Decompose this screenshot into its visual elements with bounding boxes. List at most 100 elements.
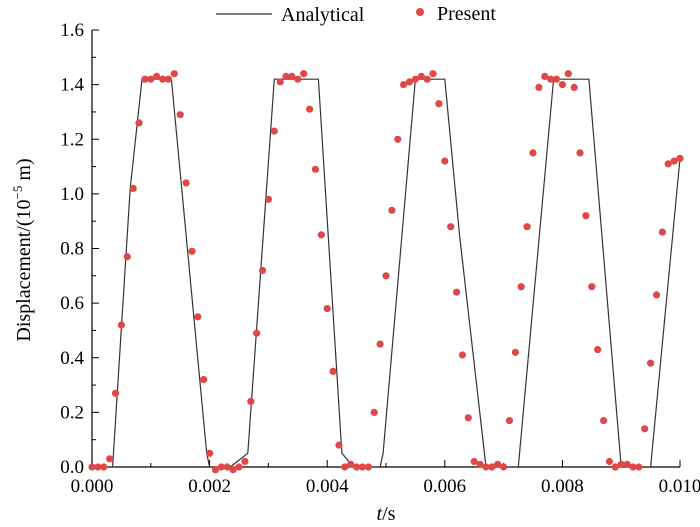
present-point: [341, 463, 349, 471]
present-point: [117, 321, 125, 329]
present-point: [570, 83, 578, 91]
present-point: [611, 463, 619, 471]
present-point: [500, 463, 508, 471]
present-point: [664, 160, 672, 168]
present-point: [629, 463, 637, 471]
present-point: [229, 466, 237, 474]
present-point: [358, 463, 367, 471]
present-point: [370, 408, 378, 416]
present-point: [576, 149, 584, 157]
present-point: [605, 457, 614, 466]
y-axis-title-exponent: −5: [10, 186, 25, 200]
present-point: [100, 463, 108, 471]
present-point: [223, 463, 231, 471]
present-point: [476, 460, 484, 468]
y-tick-label: 1.6: [60, 20, 84, 41]
present-point: [505, 417, 514, 425]
present-point: [535, 83, 543, 91]
present-point: [306, 105, 314, 113]
legend-present-label: Present: [437, 3, 496, 25]
legend: Analytical Present: [216, 3, 496, 26]
present-point: [347, 460, 355, 468]
present-point: [317, 231, 325, 239]
present-point: [547, 75, 555, 83]
present-point: [647, 359, 655, 367]
present-point: [123, 253, 131, 261]
x-tick-label: 0.006: [423, 476, 466, 497]
y-tick-label: 1.4: [60, 75, 84, 96]
present-point: [353, 463, 361, 471]
present-point: [488, 463, 496, 471]
present-point: [241, 457, 249, 466]
present-point: [182, 179, 190, 187]
present-point: [311, 165, 319, 173]
y-axis-title-suffix: m): [13, 158, 35, 185]
present-point: [494, 460, 502, 468]
present-point: [582, 212, 590, 220]
present-point: [153, 72, 161, 80]
present-point: [129, 184, 137, 192]
present-point: [111, 389, 120, 397]
present-point: [429, 70, 437, 78]
present-point: [676, 154, 684, 162]
y-tick-label: 0.4: [60, 348, 84, 369]
present-point: [652, 291, 661, 299]
present-point: [147, 75, 155, 83]
present-point: [447, 223, 455, 231]
plot-series: [88, 70, 684, 474]
present-point: [88, 463, 96, 471]
present-point: [94, 463, 102, 471]
y-axis-title: Displacement/(10−5 m): [10, 158, 35, 341]
y-tick-label: 0.0: [60, 457, 84, 478]
present-point: [405, 78, 414, 86]
legend-analytical-label: Analytical: [281, 4, 365, 26]
present-point: [411, 75, 419, 83]
present-point: [453, 288, 461, 296]
present-point: [135, 119, 143, 127]
x-axis-ticks: 0.000 0.002 0.004 0.006 0.008 0.010: [71, 460, 700, 497]
present-point: [464, 414, 472, 422]
x-tick-label: 0.002: [188, 476, 231, 497]
present-point: [217, 463, 225, 471]
present-point: [594, 346, 602, 354]
present-point: [106, 455, 114, 463]
present-point: [417, 72, 425, 80]
present-point: [435, 100, 443, 108]
present-point: [517, 283, 525, 291]
present-point: [541, 72, 549, 80]
present-point: [276, 78, 284, 86]
present-point: [288, 72, 296, 80]
present-point: [282, 72, 290, 80]
present-point: [247, 397, 255, 405]
present-point: [617, 460, 625, 468]
present-point: [200, 376, 208, 384]
present-point: [159, 75, 167, 83]
x-tick-label: 0.008: [541, 476, 584, 497]
present-point: [511, 348, 519, 356]
present-point: [270, 127, 278, 135]
y-tick-label: 1.2: [60, 129, 84, 150]
present-point: [141, 75, 149, 83]
present-point: [394, 135, 402, 143]
present-point: [564, 70, 572, 78]
present-point: [164, 75, 172, 83]
present-point: [300, 70, 308, 78]
present-point: [388, 206, 396, 214]
present-point: [600, 417, 608, 425]
present-point: [641, 425, 649, 433]
present-point: [423, 75, 431, 83]
present-point: [335, 441, 343, 449]
present-point: [206, 449, 214, 457]
present-point: [170, 70, 178, 78]
present-point: [258, 266, 267, 274]
present-point: [441, 157, 449, 165]
present-point: [588, 283, 596, 291]
x-axis-title: t/s: [377, 503, 396, 525]
present-point: [264, 195, 272, 203]
present-point: [235, 463, 243, 471]
present-point: [458, 351, 466, 359]
present-point: [329, 367, 337, 375]
present-point: [670, 157, 678, 165]
y-tick-label: 0.6: [60, 293, 84, 314]
